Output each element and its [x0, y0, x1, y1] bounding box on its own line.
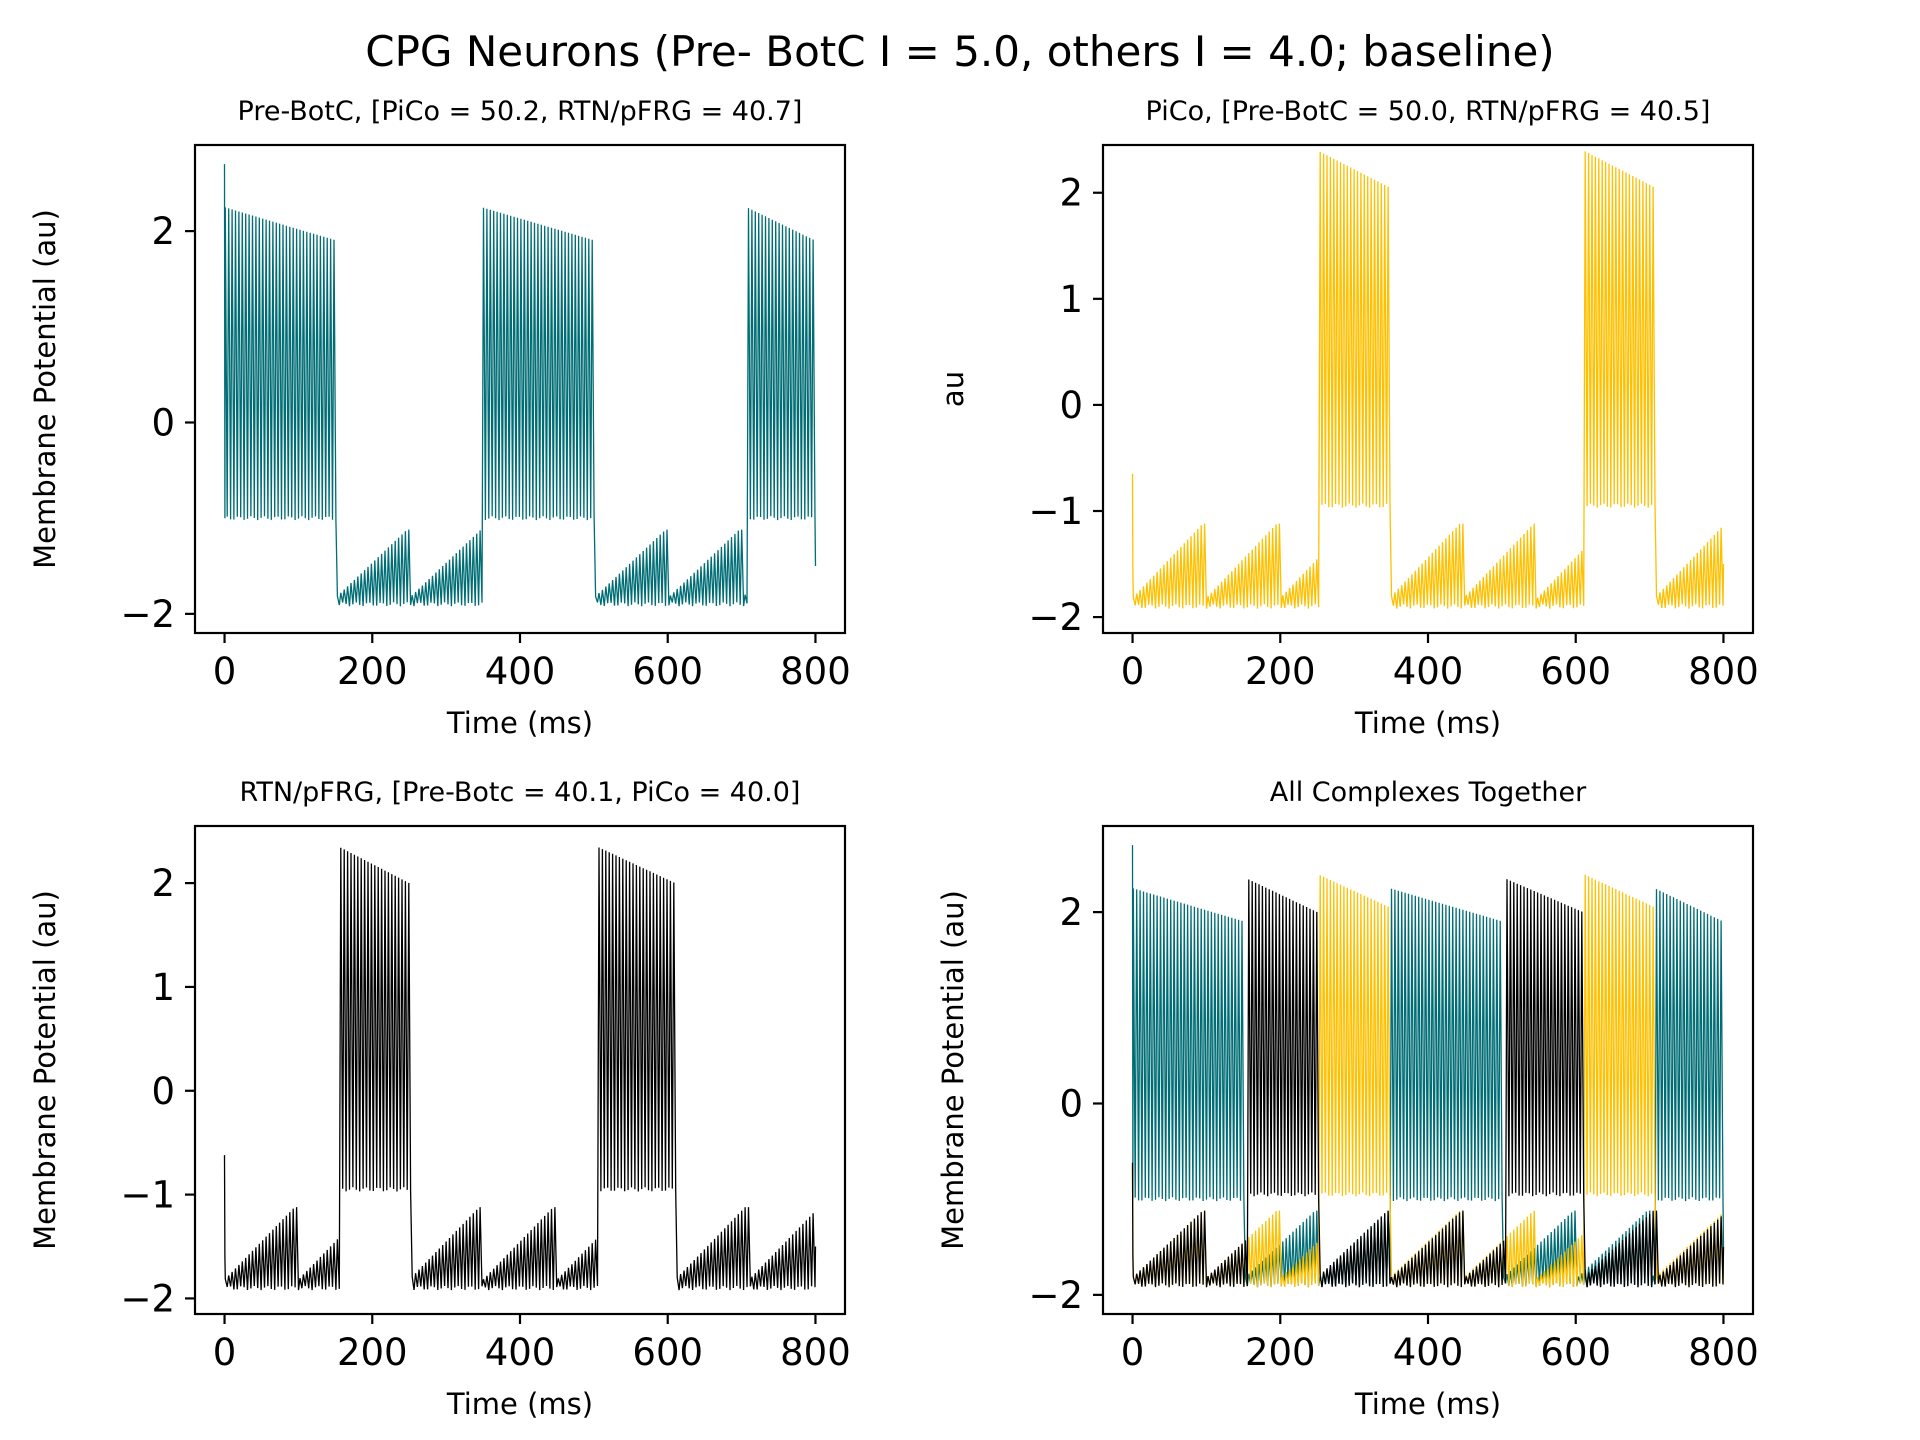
x-tick-label: 800 [780, 1331, 851, 1374]
series-line-1 [223, 847, 817, 1291]
x-tick-label: 800 [1688, 1331, 1759, 1374]
y-tick-label: 0 [151, 401, 175, 444]
x-tick-label: 800 [1688, 650, 1759, 693]
y-tick-label: −2 [1028, 1274, 1083, 1317]
y-tick-label: 1 [151, 966, 175, 1009]
y-tick-label: 1 [1059, 278, 1083, 321]
x-tick-label: 200 [1245, 1331, 1316, 1374]
y-tick-label: −2 [120, 1277, 175, 1320]
y-tick-label: 2 [151, 862, 175, 905]
y-tick-label: 2 [1059, 172, 1083, 215]
x-axis-label: Time (ms) [1354, 1387, 1501, 1421]
y-tick-label: −1 [120, 1174, 175, 1217]
x-tick-label: 400 [485, 650, 556, 693]
x-axis-label: Time (ms) [1354, 706, 1501, 740]
series-line-3 [1131, 879, 1725, 1288]
x-tick-label: 400 [1393, 650, 1464, 693]
x-axis-label: Time (ms) [446, 706, 593, 740]
x-tick-label: 200 [337, 650, 408, 693]
y-tick-label: 2 [1059, 891, 1083, 934]
y-axis-label: Membrane Potential (au) [936, 890, 970, 1250]
y-axis-label: Membrane Potential (au) [28, 209, 62, 569]
x-tick-label: 600 [632, 1331, 703, 1374]
x-tick-label: 600 [1540, 1331, 1611, 1374]
y-axis-label: au [936, 371, 970, 407]
series-line-1 [223, 164, 817, 607]
y-axis-label: Membrane Potential (au) [28, 890, 62, 1250]
x-tick-label: 400 [485, 1331, 556, 1374]
x-tick-label: 400 [1393, 1331, 1464, 1374]
y-tick-label: 0 [151, 1070, 175, 1113]
subplot-title: RTN/pFRG, [Pre-Botc = 40.1, PiCo = 40.0] [240, 777, 801, 808]
subplot-title: All Complexes Together [1270, 777, 1587, 808]
x-tick-label: 800 [780, 650, 851, 693]
figure-title: CPG Neurons (Pre- BotC I = 5.0, others I… [365, 27, 1554, 76]
x-tick-label: 200 [337, 1331, 408, 1374]
subplot-3: 0 200 400 600 800 −2 −1 0 1 2 RTN/pFRG, [Pre-Botc … [28, 777, 851, 1421]
x-tick-label: 0 [213, 650, 237, 693]
x-tick-label: 0 [213, 1331, 237, 1374]
subplot-4: 0 200 400 600 800 −2 0 2 All Complexes Together T… [936, 777, 1759, 1421]
x-axis-label: Time (ms) [446, 1387, 593, 1421]
subplot-1: 0 200 400 600 800 −2 0 2 Pre-BotC, [PiCo = 50.2,… [28, 96, 851, 740]
y-tick-label: −1 [1028, 490, 1083, 533]
y-tick-label: 0 [1059, 384, 1083, 427]
subplot-title: PiCo, [Pre-BotC = 50.0, RTN/pFRG = 40.5] [1146, 96, 1711, 127]
y-tick-label: −2 [120, 593, 175, 636]
x-tick-label: 0 [1121, 650, 1145, 693]
x-tick-label: 0 [1121, 1331, 1145, 1374]
subplot-title: Pre-BotC, [PiCo = 50.2, RTN/pFRG = 40.7] [238, 96, 803, 127]
series-line-1 [1131, 151, 1725, 609]
y-tick-label: 2 [151, 210, 175, 253]
x-tick-label: 600 [632, 650, 703, 693]
y-tick-label: −2 [1028, 596, 1083, 639]
x-tick-label: 600 [1540, 650, 1611, 693]
subplot-2: 0 200 400 600 800 −2 −1 0 1 2 PiCo, [Pre-BotC = 50… [936, 96, 1759, 740]
y-tick-label: 0 [1059, 1082, 1083, 1125]
x-tick-label: 200 [1245, 650, 1316, 693]
